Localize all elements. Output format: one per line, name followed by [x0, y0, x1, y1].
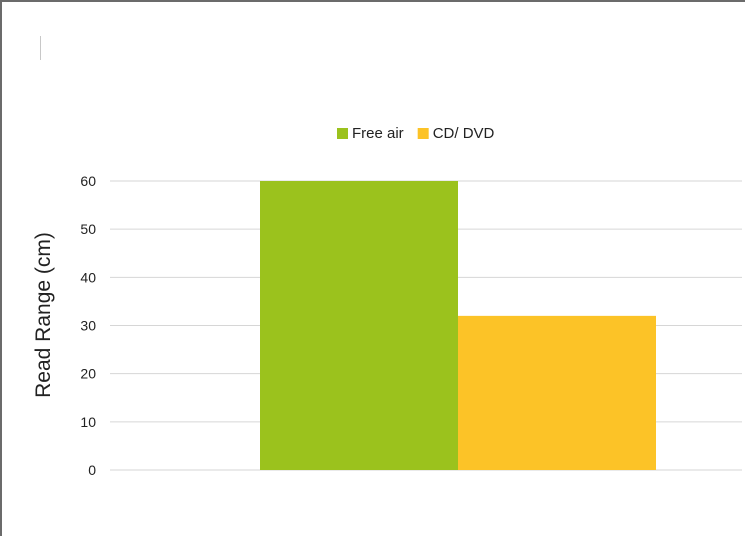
legend: Free air CD/ DVD: [337, 125, 495, 142]
bar-cd-dvd: [458, 315, 656, 470]
y-axis-label: Read Range (cm): [32, 232, 55, 398]
y-tick-label: 30: [80, 318, 96, 334]
y-tick-label: 40: [80, 269, 96, 285]
legend-label: Free air: [352, 125, 404, 142]
y-tick-label: 60: [80, 173, 96, 189]
text-cursor-mark: [40, 36, 41, 60]
y-tick-label: 50: [80, 221, 96, 237]
bars: [260, 181, 656, 470]
y-tick-label: 0: [88, 462, 96, 478]
legend-swatch: [417, 128, 429, 139]
bar-free-air: [260, 181, 458, 470]
y-tick-label: 20: [80, 366, 96, 382]
y-axis-ticks: 0 10 20 30 40 50 60: [80, 173, 96, 478]
legend-label: CD/ DVD: [433, 125, 495, 142]
legend-swatch: [337, 128, 348, 139]
y-tick-label: 10: [80, 414, 96, 430]
